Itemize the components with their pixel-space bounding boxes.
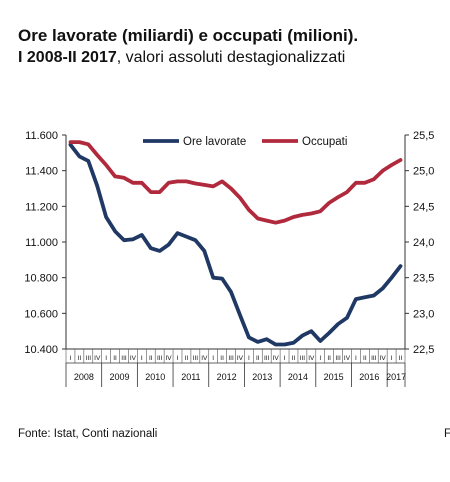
quarter-label: I — [212, 355, 214, 362]
quarter-label: IV — [344, 355, 351, 362]
quarter-label: IV — [380, 355, 387, 362]
left-tick-label: 11.600 — [25, 130, 58, 142]
quarter-label: I — [177, 355, 179, 362]
left-tick-label: 11.000 — [25, 237, 58, 249]
quarter-label: I — [141, 355, 143, 362]
quarter-label: IV — [166, 355, 173, 362]
quarter-label: II — [399, 355, 403, 362]
subtitle-description: , valori assoluti destagionalizzati — [116, 49, 346, 66]
source-note: Fonte: Istat, Conti nazionali — [18, 428, 158, 440]
quarter-label: II — [185, 355, 189, 362]
quarter-label: IV — [237, 355, 244, 362]
year-label: 2016 — [359, 372, 379, 382]
quarter-label: III — [228, 355, 234, 362]
quarter-label: III — [193, 355, 199, 362]
quarter-label: IV — [94, 355, 101, 362]
right-tick-label: 25,0 — [413, 166, 434, 178]
chart-title: Ore lavorate (miliardi) e occupati (mili… — [18, 26, 359, 45]
quarter-label: III — [335, 355, 341, 362]
year-label: 2010 — [145, 372, 165, 382]
subtitle-period: I 2008-II 2017 — [18, 49, 117, 66]
quarter-label: IV — [130, 355, 137, 362]
year-label: 2017 — [386, 372, 406, 382]
legend-label: Ore lavorate — [183, 136, 246, 148]
quarter-label: II — [113, 355, 117, 362]
cropped-text-fragment: F — [444, 428, 450, 440]
quarter-label: III — [157, 355, 163, 362]
right-tick-label: 22,5 — [413, 344, 434, 356]
chart-subtitle: I 2008-II 2017, valori assoluti destagio… — [18, 49, 345, 67]
left-tick-label: 10.800 — [24, 273, 58, 285]
quarter-label: II — [327, 355, 331, 362]
right-tick-label: 23,0 — [413, 308, 434, 320]
year-label: 2009 — [110, 372, 130, 382]
year-label: 2015 — [324, 372, 344, 382]
quarter-label: I — [105, 355, 107, 362]
quarter-label: II — [78, 355, 82, 362]
quarter-label: IV — [273, 355, 280, 362]
right-tick-label: 24,5 — [413, 201, 434, 213]
year-label: 2012 — [217, 372, 237, 382]
quarter-label: II — [220, 355, 224, 362]
quarter-label: III — [300, 355, 306, 362]
legend-label: Occupati — [302, 136, 347, 148]
year-label: 2011 — [181, 372, 200, 382]
right-tick-label: 23,5 — [413, 273, 434, 285]
year-label: 2008 — [74, 372, 94, 382]
year-label: 2013 — [252, 372, 272, 382]
quarter-label: II — [256, 355, 260, 362]
left-tick-label: 11.400 — [25, 166, 58, 178]
quarter-label: II — [149, 355, 153, 362]
quarter-label: IV — [308, 355, 315, 362]
quarter-label: III — [371, 355, 377, 362]
series-line-ore-lavorate — [68, 142, 403, 347]
quarter-label: I — [284, 355, 286, 362]
quarter-label: IV — [201, 355, 208, 362]
quarter-label: III — [264, 355, 270, 362]
quarter-label: I — [391, 355, 393, 362]
quarter-label: I — [248, 355, 250, 362]
quarter-label: II — [363, 355, 367, 362]
year-label: 2014 — [288, 372, 308, 382]
quarter-label: I — [319, 355, 321, 362]
quarter-label: I — [70, 355, 72, 362]
quarter-label: II — [292, 355, 296, 362]
right-tick-label: 24,0 — [413, 237, 434, 249]
quarter-label: I — [355, 355, 357, 362]
quarter-label: III — [121, 355, 127, 362]
left-tick-label: 10.600 — [24, 308, 58, 320]
right-tick-label: 25,5 — [413, 130, 434, 142]
series-line-occupati — [68, 140, 403, 225]
left-tick-label: 11.200 — [25, 201, 58, 213]
left-tick-label: 10.400 — [24, 344, 58, 356]
quarter-label: III — [86, 355, 92, 362]
